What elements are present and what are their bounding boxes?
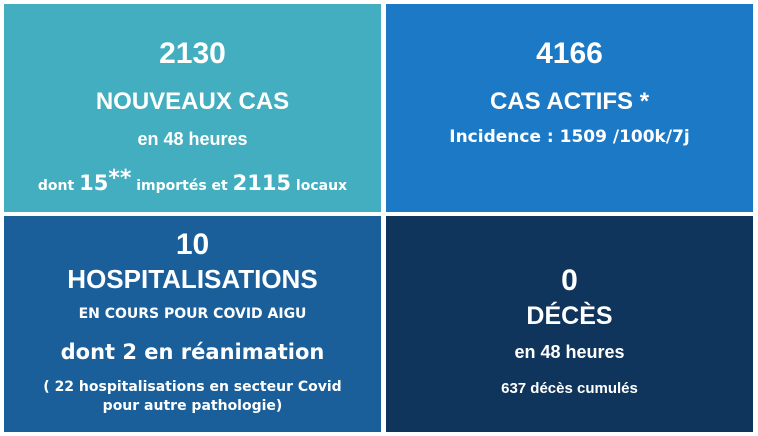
new-cases-tile: 2130 NOUVEAUX CAS en 48 heures dont 15**… (4, 4, 381, 212)
hospitalisations-note-line1: ( 22 hospitalisations en secteur Covid (43, 379, 342, 395)
new-cases-label: NOUVEAUX CAS (95, 88, 290, 115)
deaths-value: 0 (561, 264, 578, 297)
deaths-period: en 48 heures (514, 342, 625, 362)
local-label: locaux (295, 178, 348, 194)
imported-footnote-marker: ** (108, 166, 132, 191)
local-count: 2115 (232, 171, 292, 195)
imported-count: 15 (79, 171, 109, 195)
hospitalisations-sublabel: EN COURS POUR COVID AIGU (78, 306, 307, 322)
active-cases-tile: 4166 CAS ACTIFS * Incidence : 1509 /100k… (386, 4, 753, 212)
deaths-tile: 0 DÉCÈS en 48 heures 637 décès cumulés (386, 216, 753, 432)
hospitalisations-value: 10 (175, 228, 210, 261)
cumulative-deaths: 637 décès cumulés (501, 380, 638, 397)
active-cases-value: 4166 (536, 37, 603, 70)
new-cases-detail-prefix: dont (37, 178, 75, 194)
new-cases-value: 2130 (159, 37, 226, 70)
new-cases-detail: dont 15** importés et 2115 locaux (4, 166, 381, 195)
incidence-rate: Incidence : 1509 /100k/7j (449, 127, 690, 147)
hospitalisations-note-line2: pour autre pathologie) (102, 398, 283, 414)
hospitalisations-tile: 10 HOSPITALISATIONS EN COURS POUR COVID … (4, 216, 381, 432)
new-cases-period: en 48 heures (137, 129, 248, 149)
deaths-label: DÉCÈS (526, 302, 613, 330)
active-cases-label: CAS ACTIFS * (489, 88, 650, 115)
hospitalisations-label: HOSPITALISATIONS (67, 264, 318, 294)
icu-count: dont 2 en réanimation (60, 340, 325, 364)
imported-label: importés et (136, 178, 228, 194)
